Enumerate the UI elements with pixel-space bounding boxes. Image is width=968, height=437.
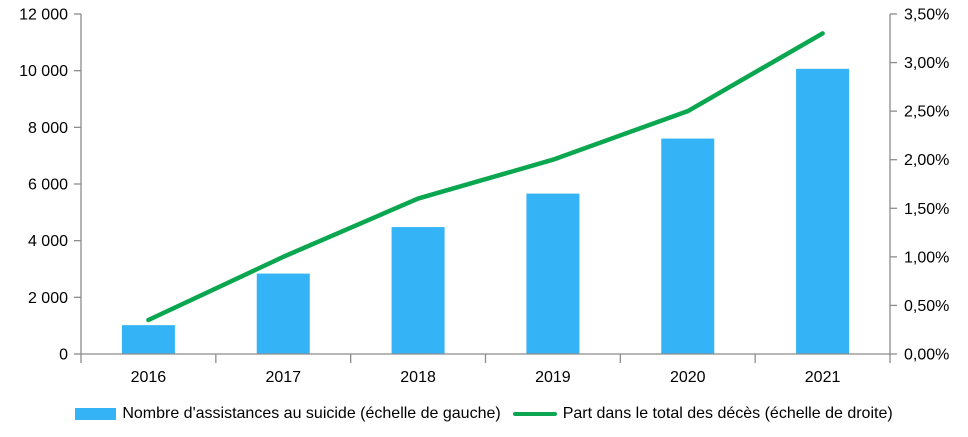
bar-2017 (256, 273, 310, 354)
left-axis-tick-label: 8 000 (28, 120, 68, 137)
x-axis-category-label: 2020 (670, 369, 706, 386)
left-axis-tick-label: 4 000 (28, 233, 68, 250)
left-axis-tick-label: 2 000 (28, 290, 68, 307)
plot-svg: 0 2 000 4 000 6 000 8 000 10 000 12 000 0,00% 0,… (19, 7, 949, 387)
left-axis-tick-label: 10 000 (19, 63, 68, 80)
left-axis-tick-label: 6 000 (28, 177, 68, 194)
line-series-swatch (512, 412, 557, 416)
bar-series-swatch (75, 408, 117, 420)
legend-item-bars: Nombre d'assistances au suicide (échelle… (75, 405, 501, 423)
x-axis-category-label: 2019 (535, 369, 571, 386)
right-axis-tick-label: 1,50% (904, 201, 949, 218)
right-axis-tick-label: 2,00% (904, 152, 949, 169)
left-axis-tick-label: 0 (59, 347, 68, 364)
legend-item-line: Part dans le total des décès (échelle de… (512, 405, 893, 423)
bar-2019 (526, 193, 580, 354)
right-axis-tick-label: 3,00% (904, 55, 949, 72)
left-axis-tick-label: 12 000 (19, 7, 68, 24)
right-axis-tick-label: 0,50% (904, 298, 949, 315)
bar-series-label: Nombre d'assistances au suicide (échelle… (122, 405, 501, 422)
right-axis-tick-label: 0,00% (904, 347, 949, 364)
x-axis-category-label: 2016 (131, 369, 167, 386)
bar-2016 (121, 325, 175, 354)
right-axis-tick-label: 1,00% (904, 249, 949, 266)
line-series-path (146, 31, 825, 323)
right-axis-tick-label: 3,50% (904, 7, 949, 24)
chart-legend: Nombre d'assistances au suicide (échelle… (0, 401, 968, 427)
x-axis-category-label: 2017 (265, 369, 301, 386)
bar-2021 (796, 68, 850, 354)
x-axis-category-label: 2018 (400, 369, 436, 386)
bar-2018 (391, 227, 445, 354)
line-series-label: Part dans le total des décès (échelle de… (562, 405, 893, 422)
bar-2020 (661, 138, 715, 354)
x-axis-category-label: 2021 (805, 369, 841, 386)
right-axis-tick-label: 2,50% (904, 104, 949, 121)
